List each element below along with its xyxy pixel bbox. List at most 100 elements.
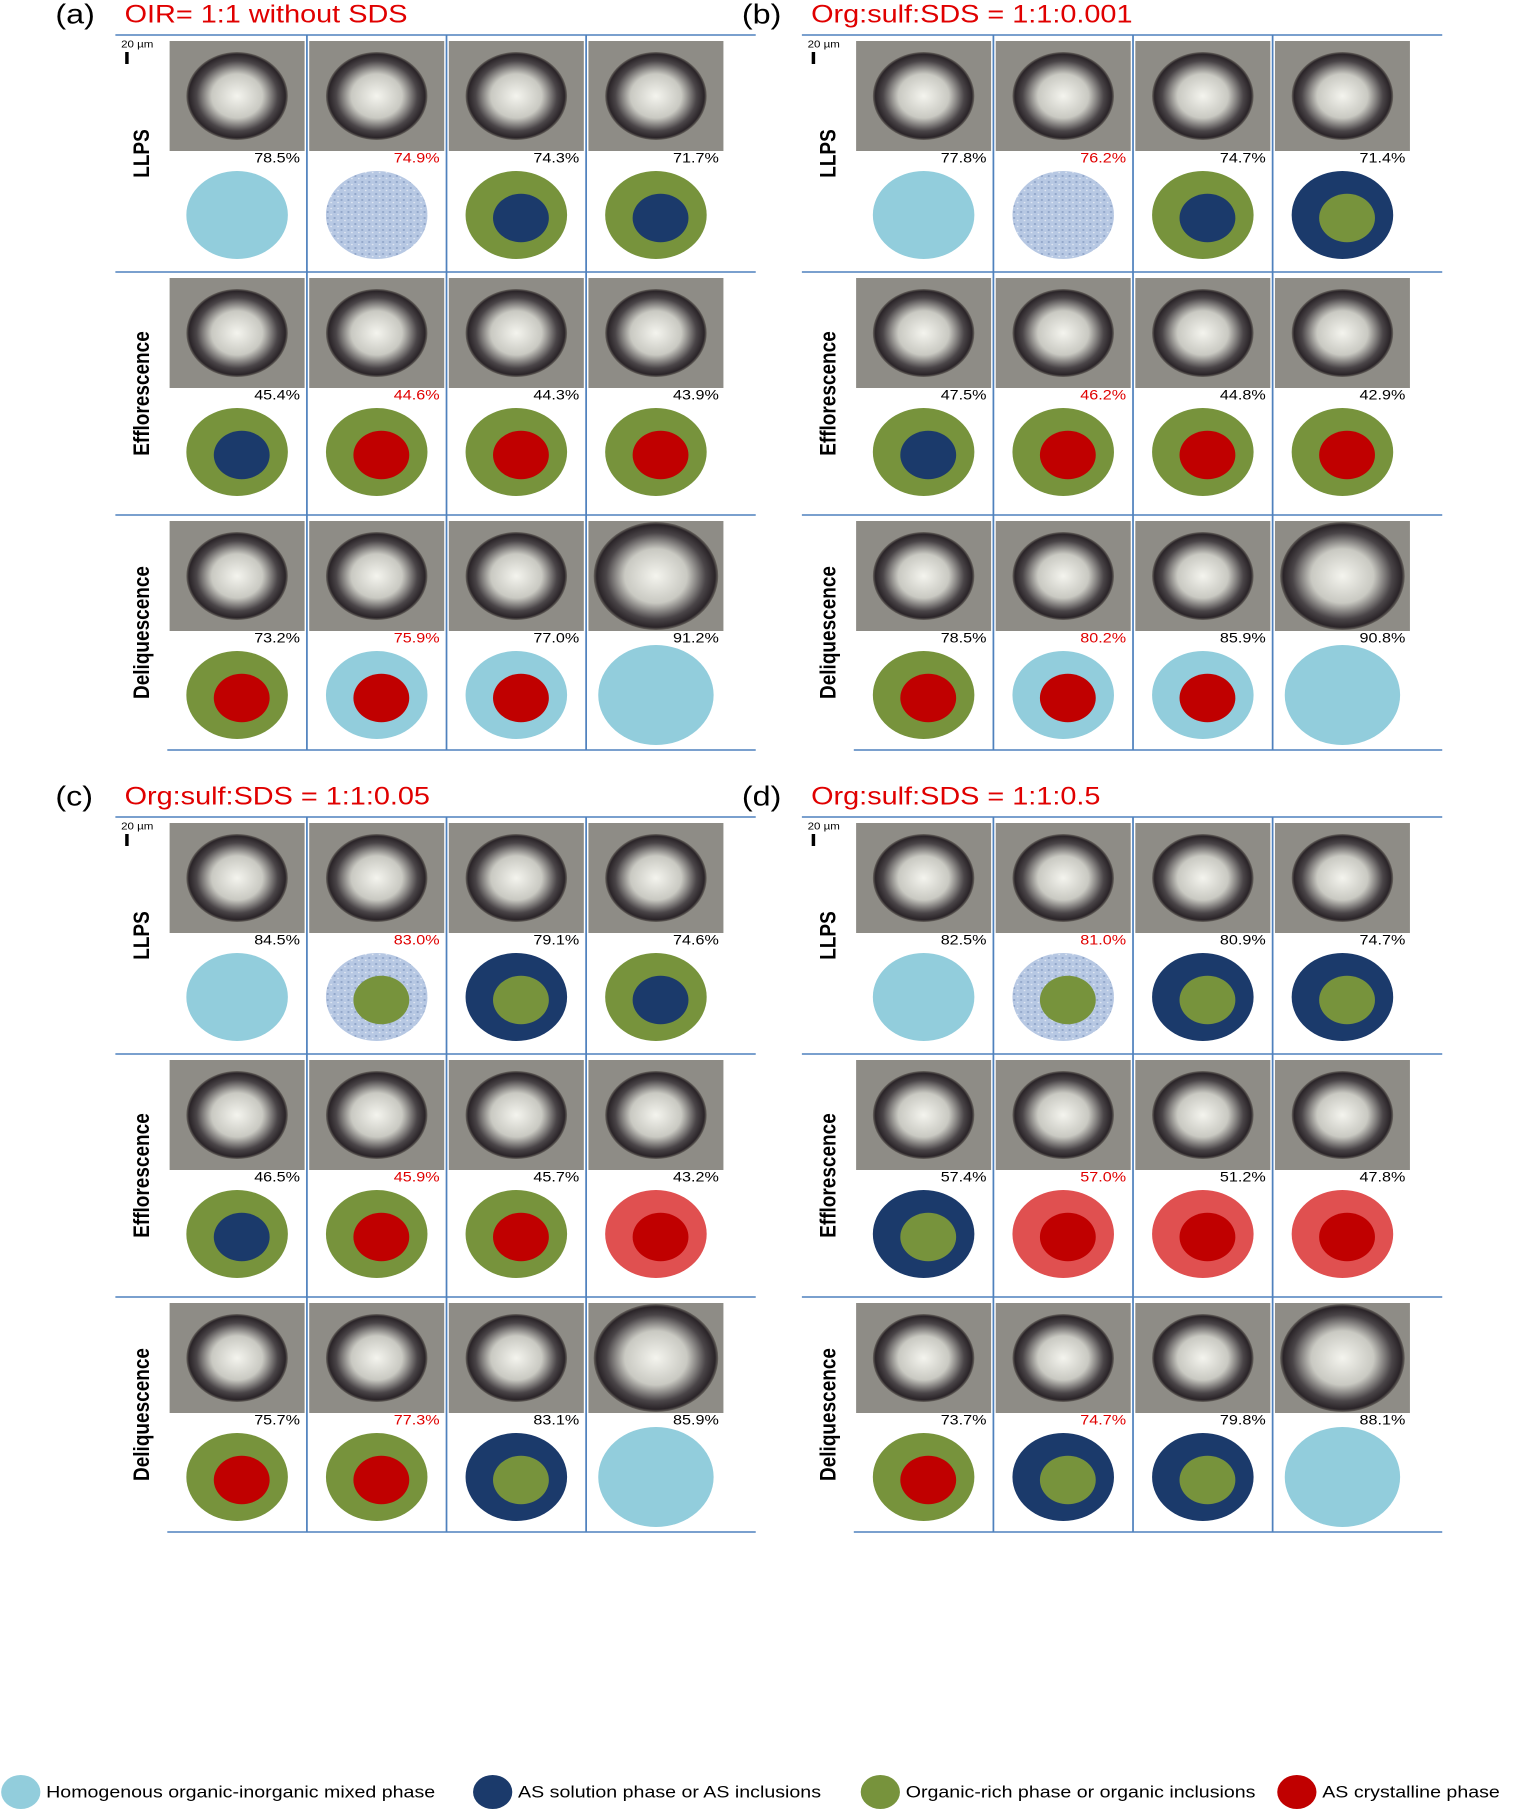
schematic-core (632, 430, 689, 480)
rh-value: 74.9% (394, 151, 440, 167)
droplet (1291, 1071, 1394, 1159)
droplet (325, 834, 428, 922)
rh-value: 75.9% (394, 631, 440, 647)
droplet (465, 1314, 568, 1402)
droplet (1012, 1314, 1114, 1402)
rh-value: 44.3% (533, 388, 579, 404)
schematic-core (353, 1212, 410, 1262)
rh-value: 71.7% (673, 151, 719, 167)
schematic (1284, 1427, 1401, 1527)
schematic (186, 171, 288, 259)
droplet (872, 1314, 975, 1402)
droplet (1152, 1314, 1254, 1402)
row-label: LLPS (816, 129, 841, 178)
rh-value: 44.8% (1220, 388, 1266, 404)
schematic-core (493, 1455, 549, 1505)
legend-marker (473, 1775, 513, 1809)
row-label: LLPS (130, 911, 155, 960)
droplet (465, 289, 568, 377)
rh-value: 78.5% (941, 631, 987, 647)
schematic (186, 953, 288, 1041)
droplet (605, 52, 707, 140)
droplet (1152, 1071, 1254, 1159)
droplet (1291, 52, 1394, 140)
scale-label: 20 µm (808, 821, 840, 832)
schematic-core (493, 193, 549, 243)
rh-value: 47.5% (941, 388, 987, 404)
droplet (1012, 289, 1114, 377)
schematic-core (1039, 430, 1096, 480)
row-label: LLPS (130, 129, 155, 178)
droplet (325, 1314, 428, 1402)
panel-letter: (b) (742, 0, 781, 30)
schematic-core (493, 1212, 549, 1262)
rh-value: 75.7% (254, 1413, 300, 1429)
rh-value: 85.9% (1220, 631, 1266, 647)
droplet (186, 532, 288, 620)
schematic (872, 953, 975, 1041)
row-label: LLPS (816, 911, 841, 960)
droplet (1152, 289, 1254, 377)
schematic-core (353, 975, 410, 1025)
schematic-core (353, 673, 410, 723)
rh-value: 80.2% (1080, 631, 1126, 647)
schematic-core (900, 1212, 957, 1262)
droplet (325, 1071, 428, 1159)
schematic-core (900, 430, 957, 480)
rh-value: 81.0% (1080, 933, 1126, 949)
rh-value: 76.2% (1080, 151, 1126, 167)
row-label: Deliquescence (816, 566, 841, 699)
schematic-core (632, 1212, 689, 1262)
rh-value: 73.7% (941, 1413, 987, 1429)
droplet (872, 289, 975, 377)
droplet (186, 52, 288, 140)
schematic (325, 171, 428, 259)
schematic-core (1319, 975, 1375, 1025)
droplet (1012, 834, 1114, 922)
droplet (325, 289, 428, 377)
schematic-core (1039, 975, 1096, 1025)
rh-value: 47.8% (1360, 1170, 1406, 1186)
droplet (1280, 522, 1405, 630)
rh-value: 46.5% (254, 1170, 300, 1186)
schematic-core (1179, 975, 1236, 1025)
rh-value: 80.9% (1220, 933, 1266, 949)
rh-value: 85.9% (673, 1413, 719, 1429)
droplet (1152, 52, 1254, 140)
schematic-core (1319, 193, 1375, 243)
schematic (598, 645, 714, 745)
legend-label: Homogenous organic-inorganic mixed phase (46, 1782, 435, 1801)
droplet (465, 532, 568, 620)
schematic-core (1179, 1212, 1236, 1262)
rh-value: 74.6% (673, 933, 719, 949)
rh-value: 74.3% (533, 151, 579, 167)
rh-value: 83.0% (394, 933, 440, 949)
rh-value: 51.2% (1220, 1170, 1266, 1186)
droplet (605, 834, 707, 922)
droplet (465, 1071, 568, 1159)
droplet (1152, 834, 1254, 922)
rh-value: 79.1% (533, 933, 579, 949)
schematic-core (353, 430, 410, 480)
rh-value: 43.9% (673, 388, 719, 404)
row-label: Deliquescence (130, 1348, 155, 1481)
droplet (186, 1071, 288, 1159)
panel: (a) OIR= 1:1 without SDS 20 µm LLPS 78.5% 74.… (55, 0, 756, 751)
panel-letter: (c) (55, 781, 93, 812)
row-label: Efflorescence (130, 331, 155, 456)
panel-letter: (d) (742, 781, 781, 812)
row-label: Deliquescence (816, 1348, 841, 1481)
schematic-core (213, 1455, 270, 1505)
schematic (872, 171, 975, 259)
droplet (1152, 532, 1254, 620)
schematic-core (1179, 673, 1236, 723)
droplet (593, 522, 719, 630)
rh-value: 57.4% (941, 1170, 987, 1186)
schematic-core (1319, 1212, 1375, 1262)
rh-value: 45.7% (533, 1170, 579, 1186)
row-label: Deliquescence (130, 566, 155, 699)
panel-title: Org:sulf:SDS = 1:1:0.05 (125, 782, 430, 810)
schematic-core (1039, 673, 1096, 723)
legend-marker (1277, 1775, 1317, 1809)
